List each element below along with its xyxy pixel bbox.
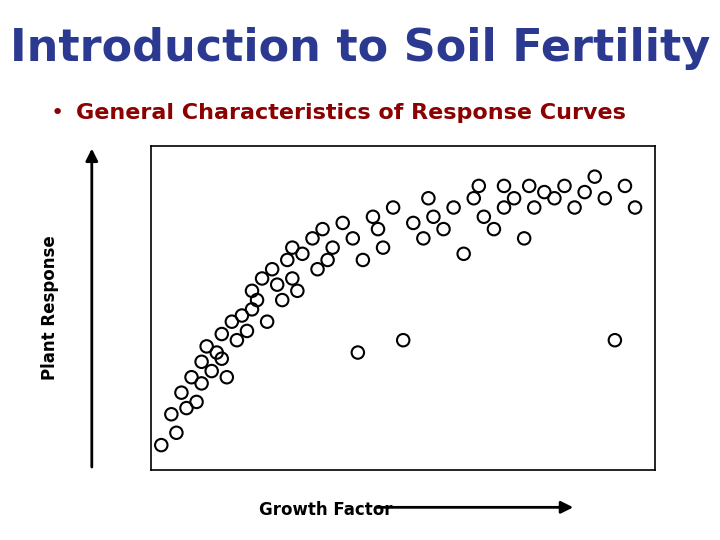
Point: [468, 194, 480, 202]
Point: [599, 194, 611, 202]
Point: [156, 441, 167, 449]
Point: [438, 225, 449, 233]
Point: [473, 181, 485, 190]
Point: [539, 188, 550, 197]
Point: [508, 194, 520, 202]
Point: [357, 255, 369, 264]
Point: [352, 348, 364, 357]
Point: [317, 225, 328, 233]
Point: [629, 203, 641, 212]
Point: [241, 327, 253, 335]
Point: [488, 225, 500, 233]
Point: [423, 194, 434, 202]
Point: [271, 280, 283, 289]
Point: [458, 249, 469, 258]
Point: [377, 244, 389, 252]
Point: [523, 181, 535, 190]
Point: [287, 274, 298, 283]
Point: [589, 172, 600, 181]
Point: [498, 203, 510, 212]
Point: [307, 234, 318, 242]
Point: [579, 188, 590, 197]
Point: [196, 357, 207, 366]
Point: [337, 219, 348, 227]
Point: [191, 397, 202, 406]
Point: [201, 342, 212, 350]
Point: [408, 219, 419, 227]
Point: [297, 249, 308, 258]
Point: [251, 296, 263, 305]
Text: Plant Response: Plant Response: [42, 235, 60, 380]
Point: [176, 388, 187, 397]
Point: [287, 244, 298, 252]
Point: [397, 336, 409, 345]
Point: [347, 234, 359, 242]
Point: [171, 428, 182, 437]
Point: [261, 318, 273, 326]
Point: [387, 203, 399, 212]
Point: [518, 234, 530, 242]
Point: [428, 212, 439, 221]
Point: [498, 181, 510, 190]
Point: [246, 287, 258, 295]
Point: [196, 379, 207, 388]
Point: [372, 225, 384, 233]
Point: [282, 255, 293, 264]
Point: [448, 203, 459, 212]
Point: [292, 287, 303, 295]
Point: [418, 234, 429, 242]
Point: [528, 203, 540, 212]
Point: [216, 354, 228, 363]
Point: [211, 348, 222, 357]
Point: [312, 265, 323, 274]
Point: [266, 265, 278, 274]
Text: Growth Factor: Growth Factor: [259, 501, 392, 519]
Point: [559, 181, 570, 190]
Point: [206, 367, 217, 375]
Point: [367, 212, 379, 221]
Point: [478, 212, 490, 221]
Point: [236, 311, 248, 320]
Point: [226, 318, 238, 326]
Point: [231, 336, 243, 345]
Point: [322, 255, 333, 264]
Text: •: •: [50, 103, 63, 123]
Point: [609, 336, 621, 345]
Point: [569, 203, 580, 212]
Point: [186, 373, 197, 382]
Point: [216, 330, 228, 339]
Point: [256, 274, 268, 283]
Point: [327, 244, 338, 252]
Point: [619, 181, 631, 190]
Point: [549, 194, 560, 202]
Point: [166, 410, 177, 418]
Point: [181, 404, 192, 413]
Point: [221, 373, 233, 382]
Point: [276, 296, 288, 305]
Text: General Characteristics of Response Curves: General Characteristics of Response Curv…: [76, 103, 626, 123]
Point: [246, 305, 258, 314]
Text: Introduction to Soil Fertility: Introduction to Soil Fertility: [10, 27, 710, 70]
